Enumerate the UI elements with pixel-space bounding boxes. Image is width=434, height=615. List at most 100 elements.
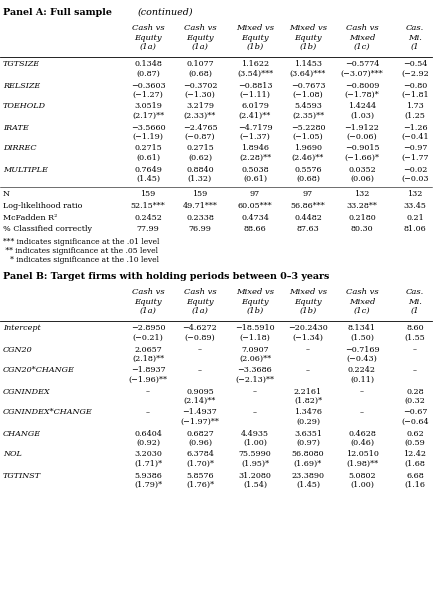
Text: (1.00): (1.00) [349,481,373,489]
Text: 0.28: 0.28 [405,387,423,395]
Text: 77.99: 77.99 [136,225,159,233]
Text: 0.5576: 0.5576 [293,165,321,173]
Text: (−1.81: (−1.81 [400,91,428,99]
Text: –: – [305,367,309,375]
Text: Mi.: Mi. [407,298,421,306]
Text: −0.97: −0.97 [402,145,426,153]
Text: (−1.30): (−1.30) [184,91,215,99]
Text: 49.71***: 49.71*** [182,202,217,210]
Text: (2.28)**: (2.28)** [238,154,270,162]
Text: (−0.43): (−0.43) [346,355,377,363]
Text: Mixed vs: Mixed vs [236,24,273,32]
Text: 0.2242: 0.2242 [347,367,375,375]
Text: –: – [253,408,256,416]
Text: Intercept: Intercept [3,325,41,333]
Text: 4.4935: 4.4935 [240,429,268,437]
Text: 0.6404: 0.6404 [134,429,161,437]
Text: (−2.13)**: (−2.13)** [235,376,274,384]
Text: 76.99: 76.99 [188,225,211,233]
Text: Equity: Equity [134,33,161,41]
Text: (−1.27): (−1.27) [132,91,163,99]
Text: (−1.18): (−1.18) [239,334,270,342]
Text: −3.5660: −3.5660 [130,124,165,132]
Text: (1.54): (1.54) [242,481,266,489]
Text: Cash vs: Cash vs [132,24,164,32]
Text: 0.2715: 0.2715 [134,145,161,153]
Text: (1b): (1b) [246,43,263,51]
Text: Mi.: Mi. [407,33,421,41]
Text: 0.6827: 0.6827 [186,429,214,437]
Text: 56.86***: 56.86*** [290,202,325,210]
Text: –: – [305,346,309,354]
Text: McFadden R²: McFadden R² [3,213,57,221]
Text: 0.4628: 0.4628 [347,429,375,437]
Text: Cash vs: Cash vs [345,288,378,296]
Text: Cas.: Cas. [405,24,423,32]
Text: −0.8813: −0.8813 [237,82,272,90]
Text: −20.2430: −20.2430 [287,325,327,333]
Text: Mixed: Mixed [348,33,374,41]
Text: Mixed vs: Mixed vs [288,288,326,296]
Text: 8.1341: 8.1341 [347,325,375,333]
Text: (1.98)**: (1.98)** [345,460,377,468]
Text: 0.2715: 0.2715 [186,145,214,153]
Text: 56.8080: 56.8080 [291,451,324,459]
Text: (1.50): (1.50) [349,334,373,342]
Text: 0.0352: 0.0352 [347,165,375,173]
Text: Equity: Equity [186,298,214,306]
Text: −4.7179: −4.7179 [237,124,272,132]
Text: −3.3686: −3.3686 [237,367,272,375]
Text: (2.17)**: (2.17)** [132,112,164,120]
Text: 52.15***: 52.15*** [130,202,165,210]
Text: –: – [359,387,363,395]
Text: (−0.89): (−0.89) [184,334,215,342]
Text: 0.7649: 0.7649 [134,165,161,173]
Text: 23.3890: 23.3890 [291,472,324,480]
Text: (0.11): (0.11) [349,376,373,384]
Text: −0.3702: −0.3702 [182,82,217,90]
Text: 97: 97 [302,191,312,199]
Text: (0.68): (0.68) [295,175,319,183]
Text: (−1.96)**: (−1.96)** [128,376,167,384]
Text: 2.0657: 2.0657 [134,346,161,354]
Text: Panel B: Target firms with holding periods between 0–3 years: Panel B: Target firms with holding perio… [3,272,329,281]
Text: −0.67: −0.67 [402,408,426,416]
Text: 2.2161: 2.2161 [293,387,321,395]
Text: (2.14)**: (2.14)** [184,397,216,405]
Text: 12.42: 12.42 [403,451,425,459]
Text: –: – [412,367,416,375]
Text: (1.69)*: (1.69)* [293,460,322,468]
Text: TGTINST: TGTINST [3,472,41,480]
Text: (1.95)*: (1.95)* [240,460,269,468]
Text: 87.63: 87.63 [296,225,319,233]
Text: (0.62): (0.62) [187,154,212,162]
Text: 1.73: 1.73 [405,103,423,111]
Text: (1a): (1a) [191,307,208,315]
Text: TOEHOLD: TOEHOLD [3,103,46,111]
Text: −0.80: −0.80 [402,82,426,90]
Text: 132: 132 [406,191,422,199]
Text: 3.6351: 3.6351 [293,429,321,437]
Text: (1.45): (1.45) [135,175,160,183]
Text: 6.68: 6.68 [405,472,423,480]
Text: (0.87): (0.87) [136,70,160,78]
Text: (1.82)*: (1.82)* [293,397,321,405]
Text: (−2.92: (−2.92 [400,70,428,78]
Text: Equity: Equity [240,33,268,41]
Text: −5.2280: −5.2280 [290,124,325,132]
Text: 7.0907: 7.0907 [240,346,268,354]
Text: Log-likelihood ratio: Log-likelihood ratio [3,202,82,210]
Text: Cash vs: Cash vs [183,288,216,296]
Text: 0.4482: 0.4482 [293,213,321,221]
Text: 97: 97 [250,191,260,199]
Text: Mixed vs: Mixed vs [236,288,273,296]
Text: (−0.21): (−0.21) [132,334,163,342]
Text: –: – [412,346,416,354]
Text: Cash vs: Cash vs [183,24,216,32]
Text: Mixed vs: Mixed vs [288,24,326,32]
Text: −1.4937: −1.4937 [182,408,217,416]
Text: (−1.05): (−1.05) [292,133,322,141]
Text: Cash vs: Cash vs [345,24,378,32]
Text: (2.35)**: (2.35)** [291,112,323,120]
Text: (1a): (1a) [139,43,156,51]
